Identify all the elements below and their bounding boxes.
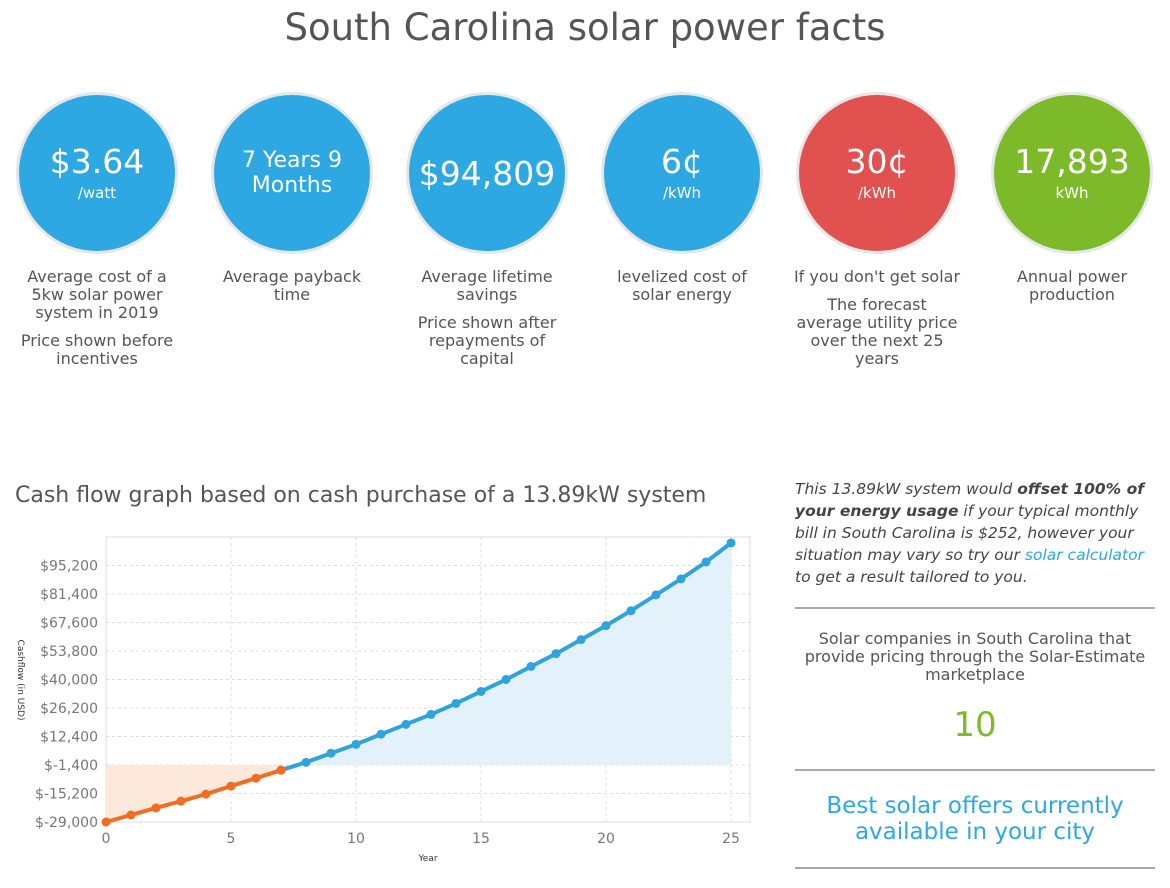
stat-unit: kWh bbox=[1055, 183, 1089, 202]
cash-flow-chart: Cash flow graph based on cash purchase o… bbox=[15, 483, 751, 864]
stat: $94,809 Average lifetime savings Price sho… bbox=[392, 92, 582, 368]
summary-text: to get a result tailored to you. bbox=[795, 568, 1028, 586]
x-tick-label: 25 bbox=[722, 831, 740, 847]
stat-circle: 30¢ /kWh bbox=[796, 92, 958, 254]
stat-value: 6¢ bbox=[661, 141, 703, 181]
stat-description: Average cost of a 5kw solar power system… bbox=[27, 267, 167, 322]
y-tick-label: $12,400 bbox=[40, 730, 98, 746]
stat-description: If you don't get solar bbox=[793, 267, 961, 286]
point bbox=[501, 675, 511, 684]
stat-description: Annual power production bbox=[1016, 267, 1128, 304]
stat-description: Average payback time bbox=[222, 267, 362, 304]
y-tick-label: $-15,200 bbox=[35, 787, 98, 803]
point bbox=[601, 621, 611, 631]
stat-note: The forecast average utility price over … bbox=[796, 295, 958, 368]
x-tick-label: 0 bbox=[102, 831, 111, 847]
point bbox=[176, 796, 186, 806]
companies-text: Solar companies in South Carolina that p… bbox=[804, 629, 1146, 684]
companies-count: 10 bbox=[953, 705, 997, 745]
system-summary: This 13.89kW system would offset 100% of… bbox=[795, 478, 1155, 588]
y-tick-label: $-29,000 bbox=[35, 815, 98, 831]
divider bbox=[795, 607, 1155, 609]
stat-circle: 7 Years 9 Months bbox=[211, 92, 373, 254]
y-tick-label: $53,800 bbox=[40, 644, 98, 660]
stat-value: 17,893 bbox=[1014, 141, 1130, 181]
x-tick-label: 20 bbox=[597, 831, 615, 847]
stat-unit: /kWh bbox=[857, 183, 897, 202]
stat: 30¢ /kWh If you don't get solar The forecas… bbox=[782, 92, 972, 368]
stat-note: Price shown after repayments of capital bbox=[417, 313, 557, 368]
stat-unit: /watt bbox=[77, 183, 117, 202]
y-tick-label: $95,200 bbox=[40, 559, 98, 575]
x-tick-label: 5 bbox=[227, 831, 236, 847]
y-tick-label: $26,200 bbox=[40, 701, 98, 717]
point bbox=[151, 803, 161, 813]
x-axis-label: Year bbox=[417, 854, 437, 864]
point bbox=[676, 574, 686, 584]
summary-text: This 13.89kW system would bbox=[795, 480, 1018, 498]
stat-value: 7 Years 9 Months bbox=[241, 147, 343, 198]
stat-note: Price shown before incentives bbox=[20, 331, 174, 368]
point bbox=[226, 781, 236, 791]
x-tick-label: 10 bbox=[347, 831, 365, 847]
point bbox=[726, 538, 736, 548]
point bbox=[401, 719, 411, 729]
offers-link[interactable]: Best solar offers currently available in… bbox=[826, 793, 1124, 845]
point bbox=[126, 810, 136, 820]
stat-value: $94,809 bbox=[418, 153, 556, 193]
stat: 6¢ /kWh levelized cost of solar energy bbox=[587, 92, 777, 304]
stat-description: Average lifetime savings bbox=[421, 267, 553, 304]
point bbox=[551, 649, 561, 659]
point bbox=[326, 748, 336, 758]
point bbox=[626, 606, 636, 616]
y-tick-label: $67,600 bbox=[40, 616, 98, 632]
point bbox=[526, 661, 536, 671]
y-tick-label: $40,000 bbox=[40, 673, 98, 689]
stat-circle: 17,893 kWh bbox=[991, 92, 1153, 254]
area bbox=[281, 542, 731, 771]
y-tick-label: $81,400 bbox=[40, 587, 98, 603]
point bbox=[701, 557, 711, 567]
point bbox=[451, 698, 461, 708]
point bbox=[351, 739, 361, 749]
point bbox=[476, 686, 486, 696]
stat: $3.64/watt Average cost of a 5kw solar po… bbox=[2, 92, 192, 368]
stat-circle: $94,809 bbox=[406, 92, 568, 254]
divider bbox=[795, 867, 1155, 869]
point bbox=[376, 729, 386, 739]
point bbox=[426, 709, 436, 719]
page-title: South Carolina solar power facts bbox=[284, 6, 886, 49]
point bbox=[576, 635, 586, 645]
stat-description: levelized cost of solar energy bbox=[617, 267, 747, 304]
point bbox=[301, 757, 311, 767]
point bbox=[651, 590, 661, 600]
summary-text: if your typical monthly bill in South Ca… bbox=[795, 502, 1139, 564]
stat-circle: $3.64/watt bbox=[16, 92, 178, 254]
y-tick-label: $-1,400 bbox=[44, 758, 98, 774]
point bbox=[251, 773, 261, 783]
y-axis-label: Cashflow (in USD) bbox=[15, 640, 25, 721]
divider bbox=[795, 769, 1155, 771]
x-tick-label: 15 bbox=[472, 831, 490, 847]
point bbox=[201, 789, 211, 799]
stat-value: $3.64 bbox=[49, 141, 145, 181]
chart-title: Cash flow graph based on cash purchase o… bbox=[15, 483, 706, 508]
stat: 7 Years 9 Months Average payback time bbox=[197, 92, 387, 304]
summary-emphasis: offset 100% of your energy usage bbox=[795, 480, 1145, 520]
stat: 17,893 kWh Annual power production bbox=[977, 92, 1167, 304]
stat-value: 30¢ bbox=[845, 141, 909, 181]
solar-calculator-link[interactable]: solar calculator bbox=[1024, 546, 1144, 564]
point bbox=[101, 817, 111, 827]
stat-unit: /kWh bbox=[662, 183, 702, 202]
point bbox=[276, 765, 286, 775]
stat-circle: 6¢ /kWh bbox=[601, 92, 763, 254]
